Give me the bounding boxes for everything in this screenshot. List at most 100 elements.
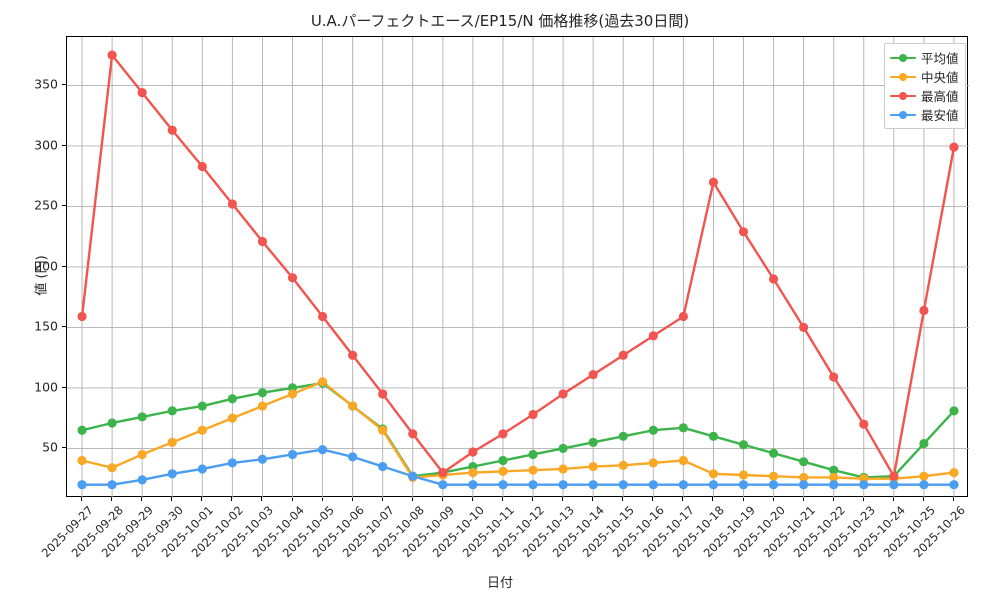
x-tick-mark (922, 497, 924, 501)
legend-swatch-icon (890, 51, 916, 65)
data-point (408, 471, 418, 481)
x-tick-mark (832, 497, 834, 501)
data-point (618, 460, 628, 470)
data-point (317, 377, 328, 387)
data-point (528, 480, 538, 490)
data-point (708, 177, 719, 187)
data-point (618, 431, 628, 441)
legend-swatch-icon (890, 70, 916, 84)
chart-legend: 平均値 中央値最高値最安値 (884, 43, 966, 129)
data-point (949, 480, 959, 490)
series-line-1 (80, 380, 956, 480)
data-point (919, 305, 929, 316)
data-point (197, 161, 207, 172)
data-point (949, 406, 959, 416)
series-line-3 (80, 448, 956, 486)
plot-area (66, 36, 969, 498)
data-point (107, 50, 117, 60)
data-point (949, 142, 959, 152)
legend-item-1[interactable]: 中央値 (890, 67, 959, 86)
legend-label: 最高値 (921, 89, 959, 104)
data-point (498, 466, 508, 476)
legend-label: 最安値 (921, 108, 959, 123)
data-point (227, 458, 237, 468)
legend-item-3[interactable]: 最安値 (890, 105, 959, 124)
data-point (167, 125, 177, 135)
data-point (768, 274, 779, 284)
data-point (287, 389, 298, 399)
data-point (257, 454, 268, 464)
y-tick-label: 100 (34, 379, 58, 395)
legend-swatch-icon (890, 89, 916, 103)
x-tick-mark (411, 497, 413, 501)
x-tick-mark (802, 497, 804, 501)
x-tick-mark (201, 497, 203, 501)
data-point (889, 471, 899, 481)
data-point (799, 457, 809, 467)
legend-label: 平均値 (921, 51, 959, 66)
data-point (678, 455, 688, 466)
data-point (438, 480, 448, 490)
data-point (799, 472, 809, 483)
x-tick-mark (471, 497, 473, 501)
data-point (829, 472, 839, 483)
data-point (77, 311, 87, 322)
y-tick-label: 250 (34, 197, 58, 213)
data-point (257, 401, 268, 411)
y-axis-label: 値 (円) (34, 255, 50, 296)
data-point (498, 455, 508, 466)
data-point (829, 372, 839, 382)
data-point (859, 480, 869, 490)
x-tick-mark (111, 497, 113, 501)
data-point (919, 438, 929, 449)
data-point (648, 480, 658, 490)
x-tick-mark (141, 497, 143, 501)
data-point (197, 464, 207, 474)
x-tick-mark (562, 497, 564, 501)
data-point (648, 331, 658, 341)
data-point (738, 227, 749, 237)
x-tick-mark (592, 497, 594, 501)
data-point (287, 449, 298, 460)
x-tick-mark (622, 497, 624, 501)
data-point (708, 431, 719, 441)
data-point (257, 388, 268, 398)
legend-item-2[interactable]: 最高値 (890, 86, 959, 105)
data-point (167, 469, 177, 479)
x-tick-mark (261, 497, 263, 501)
data-point (588, 369, 598, 380)
x-tick-mark (652, 497, 654, 501)
x-tick-mark (682, 497, 684, 501)
legend-swatch-icon (890, 108, 916, 122)
plot-canvas (67, 37, 969, 498)
data-point (197, 401, 207, 411)
data-point (889, 480, 899, 490)
data-point (137, 412, 147, 422)
x-tick-mark (501, 497, 503, 501)
x-tick-mark (381, 497, 383, 501)
data-point (498, 480, 508, 490)
data-point (348, 401, 358, 411)
data-point (317, 311, 328, 322)
series-line-2 (80, 53, 956, 478)
data-point (287, 273, 298, 283)
data-point (738, 440, 749, 450)
data-point (558, 464, 568, 474)
x-tick-mark (952, 497, 954, 501)
data-point (859, 419, 869, 429)
data-point (227, 199, 237, 209)
x-tick-mark (892, 497, 894, 501)
data-point (678, 423, 688, 433)
data-point (468, 467, 478, 478)
data-point (408, 429, 418, 439)
data-point (648, 458, 658, 468)
y-tick-label: 300 (34, 137, 58, 153)
data-point (378, 389, 388, 399)
x-tick-mark (862, 497, 864, 501)
data-point (919, 480, 929, 490)
data-point (348, 350, 358, 360)
legend-item-0[interactable]: 平均値 (890, 48, 959, 67)
page-title: U.A.パーフェクトエース/EP15/N 価格推移(過去30日間) (310, 12, 690, 30)
data-point (738, 480, 749, 490)
